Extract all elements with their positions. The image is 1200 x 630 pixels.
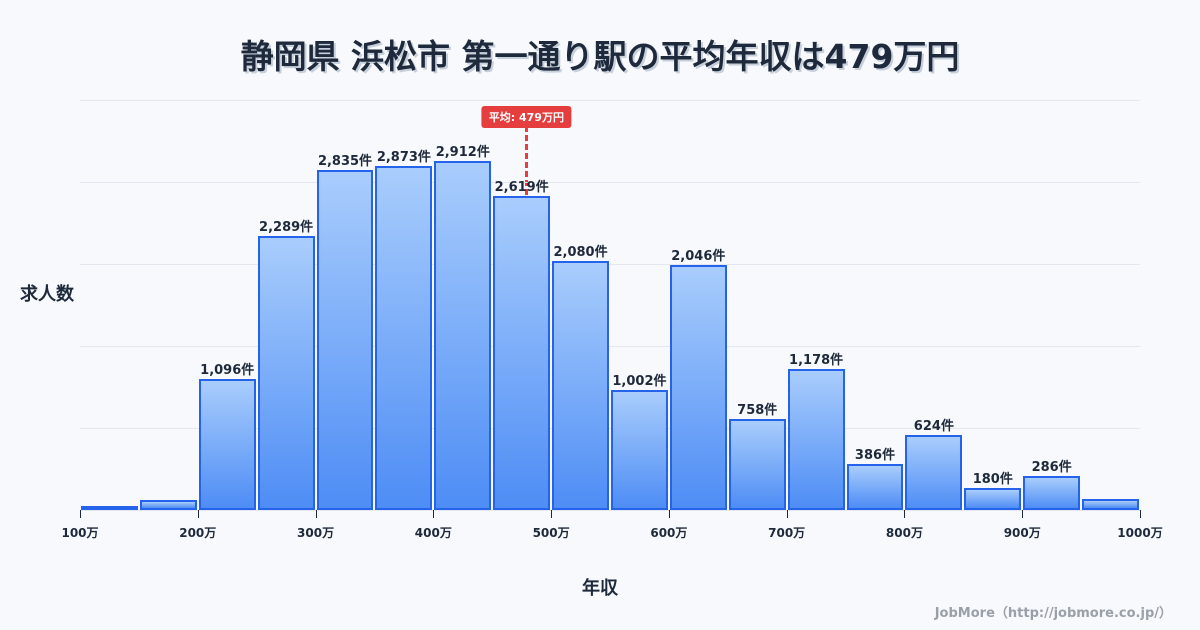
bar-value-label: 2,912件 xyxy=(435,145,490,160)
x-tick xyxy=(904,510,906,518)
histogram-bar xyxy=(1082,499,1139,510)
x-tick xyxy=(315,510,317,518)
gridline xyxy=(80,510,1140,511)
bar-value-label: 180件 xyxy=(972,472,1013,487)
bar-value-label: 286件 xyxy=(1031,460,1072,475)
x-tick-label: 1000万 xyxy=(1117,526,1163,540)
x-tick-label: 400万 xyxy=(414,526,452,540)
histogram-bar xyxy=(611,390,668,510)
histogram-bar xyxy=(552,261,609,510)
x-tick xyxy=(786,510,788,518)
bar-value-label: 2,619件 xyxy=(494,180,549,195)
x-tick-label: 600万 xyxy=(650,526,688,540)
bar-value-label: 2,080件 xyxy=(553,245,608,260)
chart-title: 静岡県 浜松市 第一通り駅の平均年収は479万円 xyxy=(240,37,960,76)
histogram-bar xyxy=(493,196,551,510)
bar-value-label: 1,002件 xyxy=(612,374,667,389)
x-tick xyxy=(1140,510,1141,518)
x-tick xyxy=(433,510,435,518)
histogram-bar xyxy=(198,379,256,510)
gridline xyxy=(80,264,1140,265)
histogram-bar xyxy=(905,435,963,510)
bar-value-label: 2,835件 xyxy=(317,154,373,169)
x-tick-label: 200万 xyxy=(179,526,217,540)
bar-value-label: 1,178件 xyxy=(789,353,844,368)
bar-value-label: 624件 xyxy=(913,419,954,434)
histogram-bar xyxy=(787,369,845,510)
gridline xyxy=(80,428,1140,429)
histogram-bar xyxy=(434,161,492,510)
histogram-bar xyxy=(375,166,433,510)
x-tick-label: 500万 xyxy=(532,526,570,540)
bar-value-label: 2,046件 xyxy=(671,249,726,264)
x-tick-label: 100万 xyxy=(61,526,99,540)
bar-value-label: 1,096件 xyxy=(200,363,255,378)
bar-value-label: 2,873件 xyxy=(376,150,431,165)
plot-area: 平均: 479万円 1,096件 2,289件 2,835件 2,873件 2,912件… xyxy=(61,100,1163,540)
x-tick xyxy=(551,510,553,518)
histogram-bar xyxy=(669,265,727,510)
credit-text: JobMore（http://jobmore.co.jp/） xyxy=(934,606,1172,621)
histogram-bar xyxy=(257,236,315,510)
bar-value-label: 758件 xyxy=(737,403,778,418)
histogram-bar xyxy=(964,488,1022,510)
histogram-bar xyxy=(728,419,786,510)
gridline xyxy=(80,182,1140,183)
x-tick-label: 800万 xyxy=(885,526,923,540)
x-tick xyxy=(80,510,81,518)
average-badge: 平均: 479万円 xyxy=(481,106,571,128)
histogram-bar xyxy=(139,500,197,510)
y-axis-label: 求人数 xyxy=(20,284,74,305)
histogram-bar xyxy=(846,464,904,510)
x-tick-label: 900万 xyxy=(1003,526,1041,540)
x-tick-label: 300万 xyxy=(297,526,335,540)
gridline xyxy=(80,346,1140,347)
histogram-bar xyxy=(316,170,374,510)
bar-value-label: 2,289件 xyxy=(259,220,314,235)
x-tick-label: 700万 xyxy=(768,526,806,540)
histogram-bar xyxy=(81,506,138,510)
gridline xyxy=(80,100,1140,101)
x-tick xyxy=(1022,510,1024,518)
histogram-bar xyxy=(1023,476,1081,510)
x-tick xyxy=(668,510,670,518)
x-axis-label: 年収 xyxy=(582,578,618,599)
bar-value-label: 386件 xyxy=(854,448,896,463)
x-tick xyxy=(197,510,199,518)
